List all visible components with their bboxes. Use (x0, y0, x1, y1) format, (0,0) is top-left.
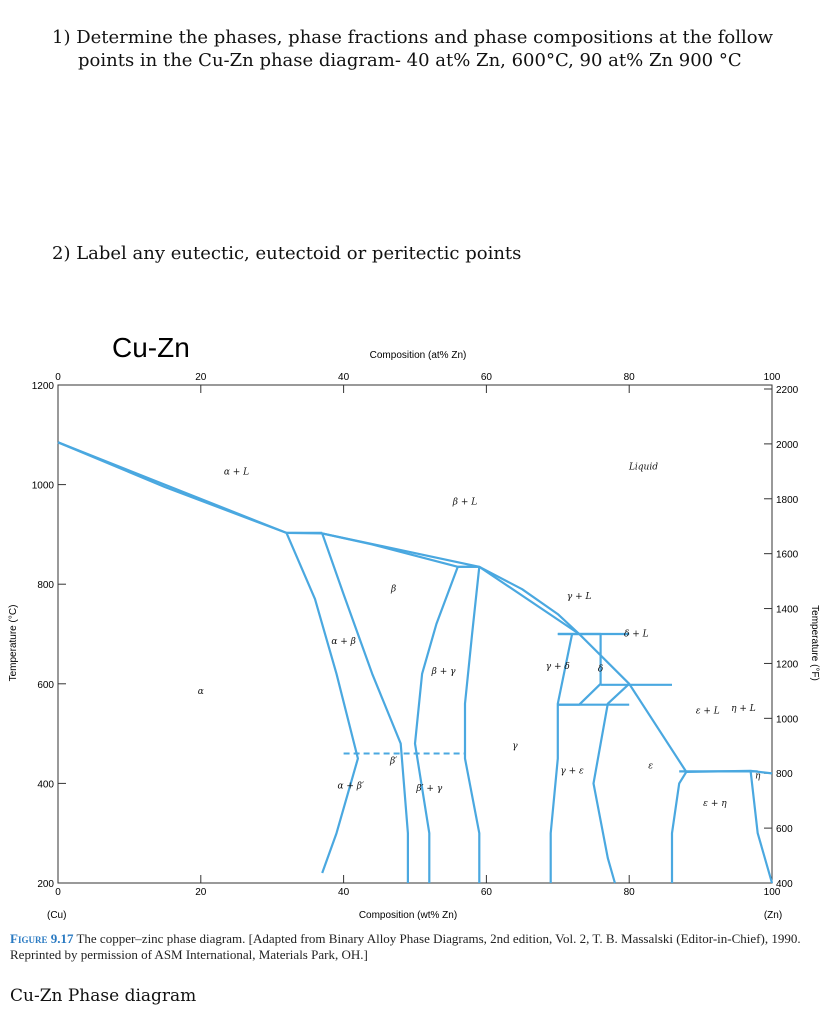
right-tick-label: 1200 (776, 659, 799, 670)
question-2: 2) Label any eutectic, eutectoid or peri… (52, 243, 522, 264)
phase-label: δ (598, 664, 603, 674)
question-1-line-2: points in the Cu-Zn phase diagram- 40 at… (78, 50, 742, 71)
right-tick-label: 1400 (776, 605, 799, 616)
phase-label: η (755, 771, 761, 781)
chart-title: Cu-Zn (112, 332, 190, 363)
bottom-tick-label: 40 (338, 887, 350, 898)
bottom-tick-label: 80 (624, 887, 636, 898)
figure-label: Figure 9.17 (10, 931, 74, 946)
phase-boundary-solidus-alpha (57, 441, 287, 534)
zn-end-label: (Zn) (764, 910, 782, 921)
plot-frame (57, 384, 773, 884)
footer-label: Cu-Zn Phase diagram (10, 986, 197, 1006)
phase-label: ε + η (703, 799, 727, 809)
right-tick-label: 2200 (776, 385, 799, 396)
top-tick-label: 60 (481, 372, 493, 383)
phase-boundary-gamma-left (463, 566, 481, 883)
top-tick-label: 100 (764, 372, 781, 383)
right-axis-title: Temperature (°F) (809, 605, 820, 681)
plot-layer: 0 20 40 60 80 1000 20 40 60 80 1001200100080060040… (32, 372, 799, 898)
phase-label: γ + δ (546, 662, 570, 672)
phase-label: β′ + γ (415, 784, 443, 794)
left-tick-label: 1200 (32, 381, 55, 392)
figure-caption: Figure 9.17 The copper–zinc phase diagra… (10, 931, 810, 963)
phase-boundary-epsilon-right (670, 771, 688, 883)
phase-label: β′ (389, 756, 397, 766)
phase-label: α (198, 687, 204, 697)
left-tick-label: 800 (37, 580, 54, 591)
bottom-tick-label: 60 (481, 887, 493, 898)
phase-label: β (390, 585, 396, 595)
phase-label: γ (512, 742, 518, 752)
left-tick-label: 600 (37, 680, 54, 691)
phase-label: Liquid (628, 463, 658, 473)
phase-label: α + β′ (337, 781, 364, 791)
bottom-tick-label: 20 (195, 887, 207, 898)
top-axis-title: Composition (at% Zn) (370, 350, 467, 361)
phase-label: β + L (452, 498, 477, 508)
phase-label: α + β (331, 637, 356, 647)
bottom-axis-title: Composition (wt% Zn) (359, 910, 457, 921)
phase-boundary-alpha-solvus (285, 532, 359, 874)
right-tick-label: 1600 (776, 550, 799, 561)
right-tick-label: 1000 (776, 714, 799, 725)
left-tick-label: 400 (37, 779, 54, 790)
top-tick-label: 40 (338, 372, 350, 383)
phase-label: α + L (224, 468, 249, 478)
phase-boundary-beta-left (321, 533, 409, 883)
phase-boundary-beta-right (413, 566, 459, 883)
question-1-line-1: 1) Determine the phases, phase fractions… (52, 27, 773, 48)
left-tick-label: 1000 (32, 481, 55, 492)
cu-end-label: (Cu) (47, 910, 66, 921)
phase-label: ε + L (696, 707, 720, 717)
phase-label: γ + ε (560, 766, 584, 776)
right-tick-label: 1800 (776, 495, 799, 506)
phase-boundary-eta-solvus (749, 770, 774, 884)
phase-label: ε (648, 761, 653, 771)
top-tick-label: 80 (624, 372, 636, 383)
top-tick-label: 20 (195, 372, 207, 383)
left-axis-title: Temperature (°C) (8, 605, 19, 682)
phase-label: γ + L (567, 592, 592, 602)
right-tick-label: 800 (776, 769, 793, 780)
caption-text: The copper–zinc phase diagram. [Adapted … (10, 931, 801, 962)
right-tick-label: 2000 (776, 440, 799, 451)
bottom-tick-label: 100 (764, 887, 781, 898)
left-tick-label: 200 (37, 879, 54, 890)
phase-boundary-epsilon-left (592, 682, 630, 884)
right-tick-label: 600 (776, 824, 793, 835)
top-tick-label: 0 (55, 372, 61, 383)
phase-label: β + γ (431, 667, 456, 677)
phase-boundary-gamma-liquid-upper (478, 565, 580, 635)
phase-boundary-liquidus (57, 441, 773, 775)
phase-label: η + L (731, 704, 756, 714)
phase-label: δ + L (624, 629, 649, 639)
phase-boundary-gamma-right (549, 633, 574, 883)
phase-diagram-chart: Cu-Zn Composition (at% Zn) Composition (… (8, 332, 820, 921)
right-tick-label: 400 (776, 879, 793, 890)
bottom-tick-label: 0 (55, 887, 61, 898)
